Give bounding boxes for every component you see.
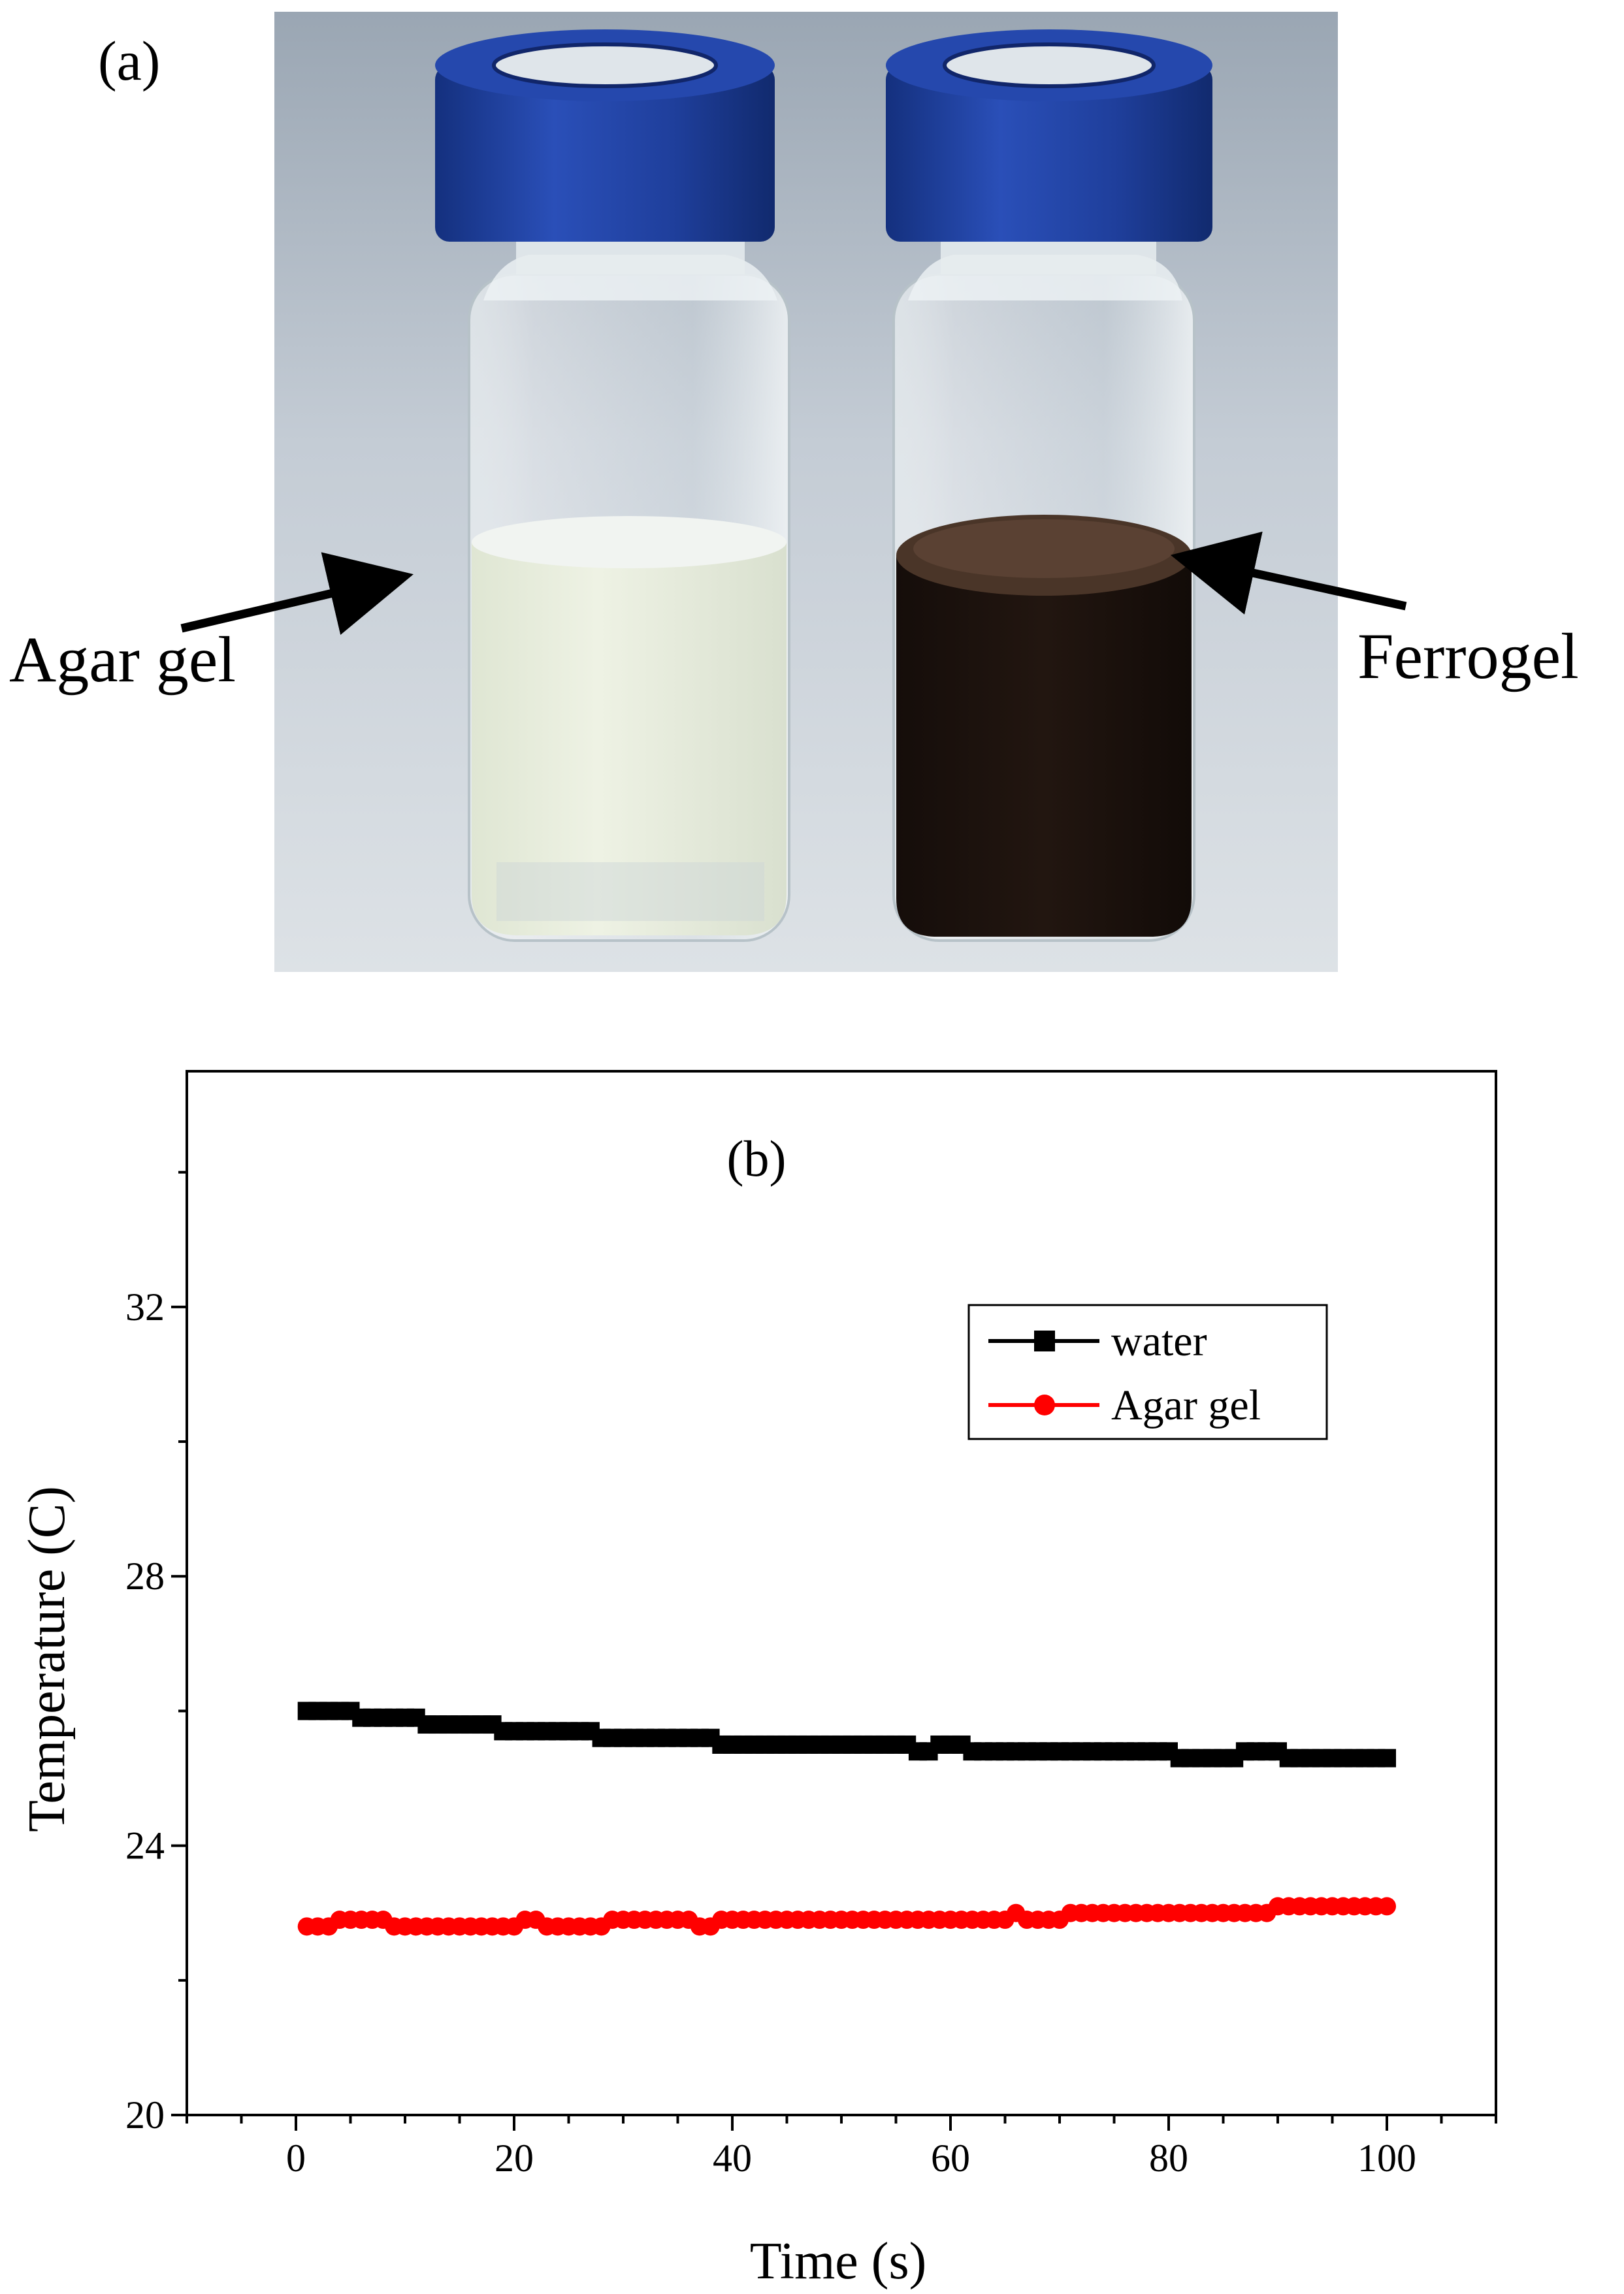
series-layer bbox=[297, 1702, 1396, 1936]
legend-label: water bbox=[1111, 1317, 1207, 1365]
agar-gel-callout: Agar gel bbox=[9, 623, 236, 696]
x-tick-label: 40 bbox=[713, 2137, 752, 2180]
agar-vial-cap bbox=[435, 29, 775, 242]
agar-vial bbox=[435, 29, 790, 942]
agar-arrow bbox=[180, 552, 414, 635]
minor-ticks bbox=[178, 1171, 1497, 2124]
x-tick-labels: 0 20 40 60 80 100 bbox=[286, 2137, 1416, 2180]
plot-frame bbox=[186, 1070, 1497, 2116]
major-ticks bbox=[171, 1305, 1388, 2131]
legend-box bbox=[967, 1304, 1328, 1440]
y-tick-label: 32 bbox=[125, 1285, 165, 1329]
panel-a-label: (a) bbox=[98, 29, 161, 92]
vials-photo bbox=[180, 12, 1407, 972]
y-tick-labels: 20 24 28 32 bbox=[125, 1285, 165, 2137]
series-agar-gel bbox=[297, 1897, 1396, 1936]
data-point bbox=[1378, 1749, 1396, 1768]
x-axis-title: Time (s) bbox=[750, 2233, 926, 2290]
legend-marker bbox=[1034, 1331, 1055, 1351]
x-tick-label: 100 bbox=[1357, 2137, 1416, 2180]
ferrogel-callout: Ferrogel bbox=[1357, 620, 1579, 692]
legend-label: Agar gel bbox=[1111, 1381, 1261, 1429]
photo-panel: (a) Agar gel Ferrogel bbox=[0, 0, 1624, 1019]
data-point bbox=[1378, 1897, 1396, 1916]
x-tick-label: 60 bbox=[931, 2137, 970, 2180]
x-tick-label: 0 bbox=[286, 2137, 306, 2180]
legend-marker bbox=[1034, 1395, 1055, 1415]
ferrogel-vial-cap bbox=[886, 29, 1212, 242]
y-tick-label: 28 bbox=[125, 1555, 165, 1598]
plot-border bbox=[186, 1070, 1497, 2116]
x-tick-label: 80 bbox=[1149, 2137, 1188, 2180]
y-axis-title: Temperature (C) bbox=[18, 1486, 76, 1832]
series-water bbox=[297, 1702, 1396, 1768]
ferrogel-vial bbox=[886, 29, 1212, 942]
ferrogel-arrow bbox=[1170, 531, 1407, 615]
legend: water Agar gel bbox=[967, 1304, 1328, 1440]
x-tick-label: 20 bbox=[495, 2137, 534, 2180]
y-tick-label: 20 bbox=[125, 2093, 165, 2137]
panel-b-label: (b) bbox=[727, 1130, 787, 1187]
y-tick-label: 24 bbox=[125, 1824, 165, 1867]
chart-panel: 0 20 40 60 80 100 20 24 28 32 water Agar gel (b) … bbox=[0, 1019, 1624, 2294]
